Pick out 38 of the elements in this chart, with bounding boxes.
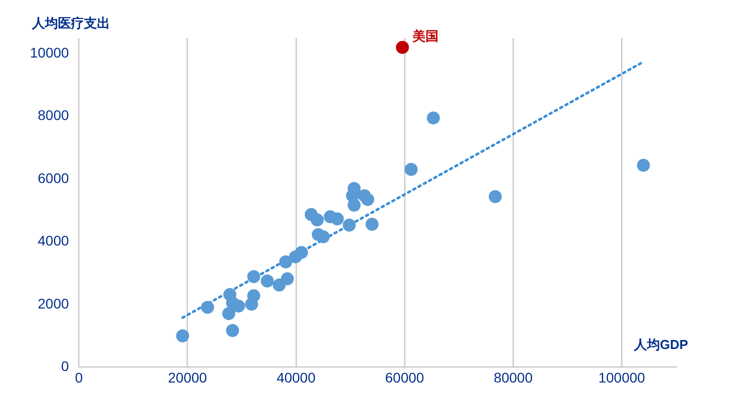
point <box>247 270 260 284</box>
y-tick-label: 0 <box>61 358 70 374</box>
x-tick-label: 20000 <box>168 369 208 386</box>
point <box>279 255 292 268</box>
point <box>310 213 324 226</box>
point <box>636 158 650 172</box>
point <box>222 307 236 320</box>
point <box>404 162 418 176</box>
y-tick-label: 10000 <box>30 44 70 61</box>
point <box>426 111 440 124</box>
point <box>316 230 330 244</box>
x-tick-label: 80000 <box>494 369 533 386</box>
y-tick-label: 8000 <box>38 107 70 124</box>
annotation: 美国 <box>411 28 438 44</box>
y-axis-title: 人均医疗支出 <box>31 16 110 31</box>
x-tick-label: 100000 <box>598 369 646 386</box>
point <box>176 329 190 342</box>
point <box>330 212 344 226</box>
y-tick-label: 2000 <box>38 295 70 312</box>
point <box>342 218 356 232</box>
point <box>488 190 502 204</box>
point <box>226 324 240 338</box>
y-tick-label: 6000 <box>38 170 70 186</box>
point <box>348 198 361 212</box>
point <box>232 300 246 313</box>
x-tick-label: 0 <box>75 369 84 386</box>
point <box>280 272 294 286</box>
point <box>294 246 308 259</box>
point <box>366 218 379 231</box>
point <box>396 40 409 54</box>
point <box>247 289 260 302</box>
x-axis-title: 人均GDP <box>632 336 688 352</box>
y-tick-label: 4000 <box>38 232 70 249</box>
point <box>361 192 374 206</box>
point <box>201 300 214 314</box>
point <box>260 274 274 288</box>
x-tick-label: 60000 <box>385 369 424 386</box>
x-tick-label: 40000 <box>276 369 316 386</box>
